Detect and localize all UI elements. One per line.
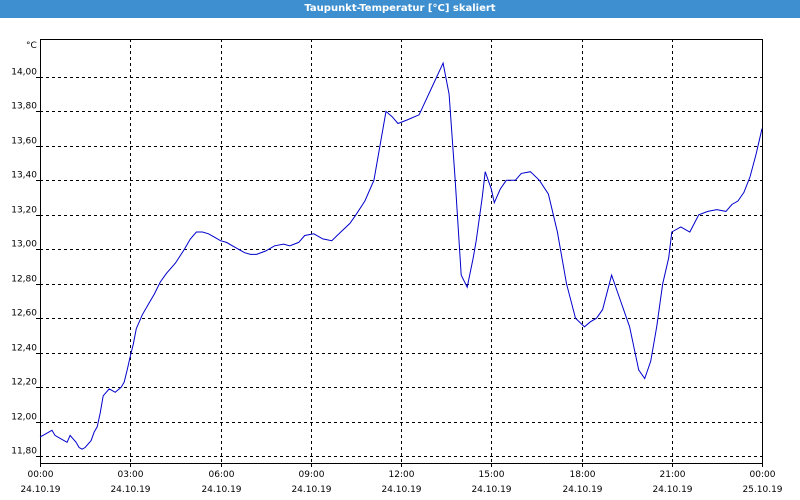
y-tick-label: 13,00	[11, 240, 37, 250]
x-tick-date-label: 24.10.19	[291, 485, 331, 495]
x-tick-time-label: 03:00	[118, 470, 144, 480]
x-tick-time-label: 15:00	[479, 470, 505, 480]
x-tick-date-label: 24.10.19	[110, 485, 150, 495]
y-tick-label: 13,80	[11, 102, 37, 112]
series-line-dewpoint	[39, 61, 763, 450]
x-tick-date-label: 25.10.19	[742, 485, 782, 495]
x-tick-time-label: 00:00	[750, 470, 776, 480]
x-tick-date-label: 24.10.19	[652, 485, 692, 495]
x-tick-time-label: 18:00	[570, 470, 596, 480]
y-axis-unit-label: °C	[26, 41, 37, 51]
window-title: Taupunkt-Temperatur [°C] skaliert	[0, 0, 800, 18]
grid	[40, 39, 762, 463]
x-tick-date-label: 24.10.19	[381, 485, 421, 495]
x-tick-date-label: 24.10.19	[201, 485, 241, 495]
y-tick-label: 13,20	[11, 206, 37, 216]
y-tick-label: 14,00	[11, 68, 37, 78]
x-tick-date-label: 24.10.19	[20, 485, 60, 495]
x-tick-time-label: 21:00	[660, 470, 686, 480]
axis-ticks: 11,80 12,00 12,20 12,40 12,60 12,80 13,00 13,20…	[11, 68, 783, 496]
x-tick-time-label: 12:00	[389, 470, 415, 480]
y-tick-label: 12,60	[11, 309, 37, 319]
y-tick-label: 13,60	[11, 137, 37, 147]
y-tick-label: 11,80	[11, 447, 37, 457]
x-tick-time-label: 00:00	[28, 470, 54, 480]
y-tick-label: 12,40	[11, 344, 37, 354]
x-tick-time-label: 06:00	[209, 470, 235, 480]
y-tick-label: 12,00	[11, 413, 37, 423]
y-tick-label: 13,40	[11, 171, 37, 181]
x-tick-date-label: 24.10.19	[471, 485, 511, 495]
y-tick-label: 12,80	[11, 275, 37, 285]
y-tick-label: 12,20	[11, 378, 37, 388]
x-tick-date-label: 24.10.19	[562, 485, 602, 495]
x-tick-time-label: 09:00	[299, 470, 325, 480]
